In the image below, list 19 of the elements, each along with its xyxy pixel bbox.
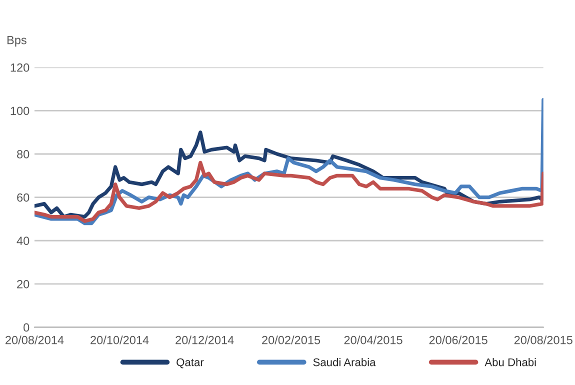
x-tick-label: 20/12/2014 [176,336,234,344]
y-tick-label: 20 [17,280,30,288]
y-tick-label: 100 [10,106,30,116]
y-tick-label: 60 [17,193,30,202]
x-tick-label: 20/08/2015 [514,336,572,344]
x-tick-label: 20/10/2014 [90,336,149,344]
x-tick-label: 20/02/2015 [262,336,320,344]
y-axis-title: Bps [7,36,26,47]
line-series [34,160,544,223]
y-tick-label: 0 [24,323,30,332]
y-tick-label: 40 [16,236,30,246]
x-tick-label: 20/06/2015 [429,336,488,344]
x-tick-label: 20/08/2014 [6,336,64,344]
legend-label: Qatar [176,358,204,368]
legend-label: Saudi Arabia [313,358,376,366]
legend-label: Abu Dhabi [484,358,536,366]
y-tick-label: 80 [17,150,30,158]
x-tick-label: 20/04/2015 [344,336,402,344]
y-tick-label: 120 [10,63,30,72]
